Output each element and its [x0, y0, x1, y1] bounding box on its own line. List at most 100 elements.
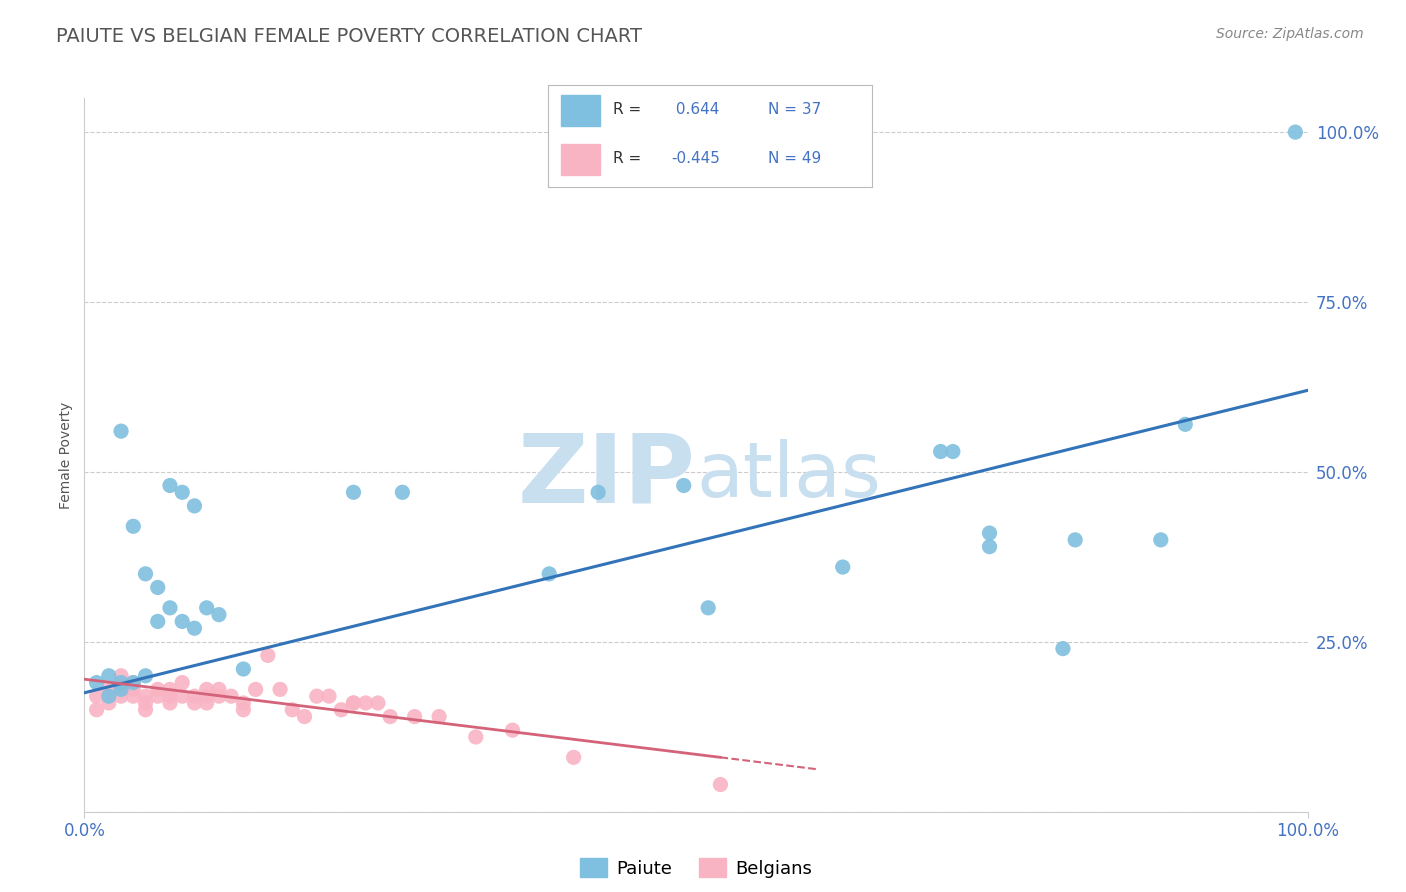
Point [86, 689, 108, 703]
Point [195, 600, 218, 615]
Bar [561, 95, 600, 126]
Point [330, 703, 353, 717]
Point [1052, 641, 1074, 656]
Point [245, 682, 267, 697]
Point [586, 485, 609, 500]
Point [122, 689, 145, 703]
Point [110, 682, 132, 697]
Point [110, 424, 132, 438]
Point [122, 682, 145, 697]
Point [146, 689, 169, 703]
Point [1064, 533, 1087, 547]
Point [831, 560, 853, 574]
Text: -0.445: -0.445 [671, 151, 720, 166]
Point [342, 696, 364, 710]
Point [380, 709, 402, 723]
Point [404, 709, 426, 723]
Point [110, 682, 132, 697]
Point [942, 444, 965, 458]
Point [562, 750, 585, 764]
Text: N = 49: N = 49 [768, 151, 821, 166]
Point [97, 689, 120, 703]
Point [195, 689, 218, 703]
Point [159, 696, 181, 710]
Point [318, 689, 340, 703]
Point [208, 682, 231, 697]
Point [135, 669, 157, 683]
Point [146, 682, 169, 697]
Point [122, 675, 145, 690]
Point [709, 778, 731, 792]
Point [427, 709, 450, 723]
Point [294, 709, 316, 723]
Point [86, 703, 108, 717]
Text: R =: R = [613, 151, 647, 166]
Point [146, 581, 169, 595]
Point [86, 675, 108, 690]
Point [183, 696, 205, 710]
Point [172, 485, 194, 500]
Point [183, 621, 205, 635]
Y-axis label: Female Poverty: Female Poverty [59, 401, 73, 508]
Point [159, 682, 181, 697]
Point [342, 485, 364, 500]
Point [1150, 533, 1173, 547]
Point [135, 689, 157, 703]
Point [979, 526, 1001, 541]
Point [122, 675, 145, 690]
Text: ZIP: ZIP [517, 430, 696, 523]
Point [159, 600, 181, 615]
Point [1284, 125, 1306, 139]
Point [146, 615, 169, 629]
Point [183, 499, 205, 513]
Point [97, 696, 120, 710]
Point [538, 566, 561, 581]
Text: 0.644: 0.644 [671, 102, 720, 117]
Point [97, 682, 120, 697]
Point [172, 615, 194, 629]
Text: PAIUTE VS BELGIAN FEMALE POVERTY CORRELATION CHART: PAIUTE VS BELGIAN FEMALE POVERTY CORRELA… [56, 27, 643, 45]
Point [195, 696, 218, 710]
Point [367, 696, 389, 710]
Point [672, 478, 695, 492]
Point [232, 703, 254, 717]
Text: R =: R = [613, 102, 647, 117]
Point [342, 696, 364, 710]
Point [110, 675, 132, 690]
Point [501, 723, 523, 738]
Point [159, 689, 181, 703]
Text: atlas: atlas [696, 440, 880, 513]
Point [257, 648, 280, 663]
Point [208, 607, 231, 622]
Point [464, 730, 486, 744]
Point [391, 485, 413, 500]
Point [208, 689, 231, 703]
Text: Source: ZipAtlas.com: Source: ZipAtlas.com [1216, 27, 1364, 41]
Point [219, 689, 242, 703]
Point [232, 696, 254, 710]
Point [159, 478, 181, 492]
Point [979, 540, 1001, 554]
Point [354, 696, 377, 710]
Point [183, 689, 205, 703]
Point [172, 689, 194, 703]
Point [97, 669, 120, 683]
Point [122, 519, 145, 533]
Bar [561, 145, 600, 175]
Point [269, 682, 291, 697]
Point [195, 682, 218, 697]
Point [232, 662, 254, 676]
Point [135, 696, 157, 710]
Legend: Paiute, Belgians: Paiute, Belgians [572, 851, 820, 885]
Text: N = 37: N = 37 [768, 102, 821, 117]
Point [697, 600, 720, 615]
Point [172, 675, 194, 690]
Point [281, 703, 304, 717]
Point [135, 566, 157, 581]
Point [135, 703, 157, 717]
Point [1174, 417, 1197, 432]
Point [305, 689, 328, 703]
Point [110, 689, 132, 703]
Point [929, 444, 952, 458]
Point [110, 669, 132, 683]
